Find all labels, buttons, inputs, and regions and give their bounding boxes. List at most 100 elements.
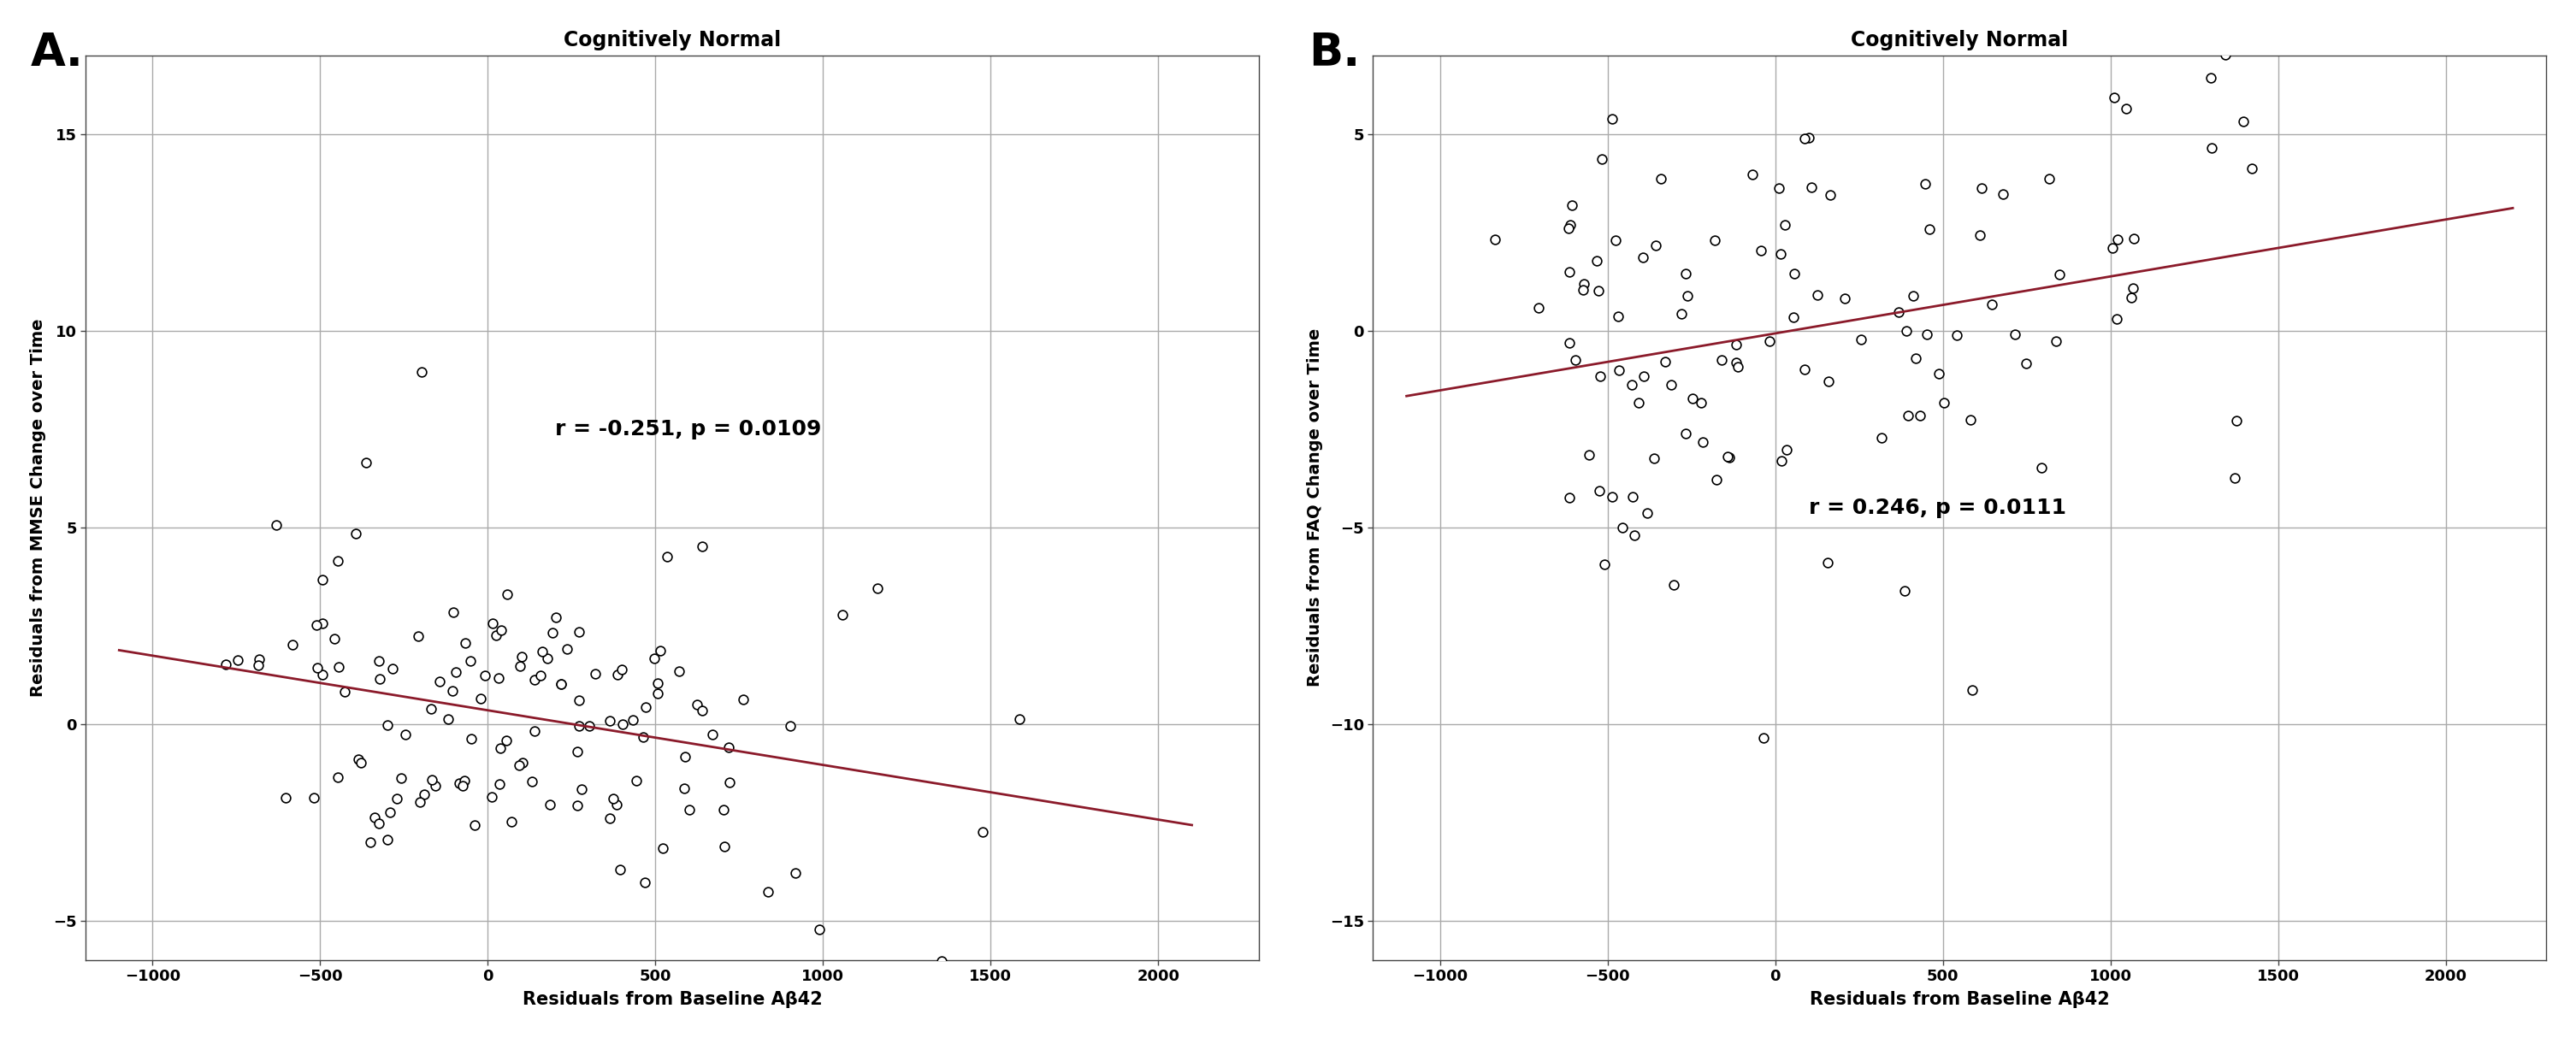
Point — [600, 862, 641, 878]
Point — [1788, 129, 1829, 145]
Point — [647, 548, 688, 565]
Point — [1592, 110, 1633, 127]
Point — [2110, 290, 2151, 306]
Point — [1785, 361, 1826, 378]
Point — [1909, 221, 1950, 238]
Point — [1553, 352, 1595, 368]
Point — [1618, 394, 1659, 411]
Point — [574, 665, 616, 682]
Point — [1950, 682, 1991, 699]
Point — [2215, 469, 2257, 486]
Point — [265, 789, 307, 805]
Point — [659, 663, 701, 680]
Point — [665, 748, 706, 765]
Point — [471, 616, 513, 632]
Point — [1641, 170, 1682, 187]
Point — [1878, 304, 1919, 321]
Point — [325, 683, 366, 700]
Point — [1602, 519, 1643, 536]
Point — [255, 516, 296, 532]
Point — [592, 790, 634, 807]
Point — [1597, 308, 1638, 325]
Point — [1680, 394, 1721, 411]
Point — [1775, 0, 1816, 13]
Point — [340, 755, 381, 771]
Point — [1595, 233, 1636, 249]
Point — [677, 695, 719, 712]
Point — [2004, 355, 2045, 372]
Point — [1551, 217, 1592, 234]
Point — [546, 641, 587, 658]
Point — [366, 717, 407, 734]
Point — [240, 651, 281, 667]
Text: r = -0.251, p = 0.0109: r = -0.251, p = 0.0109 — [554, 418, 822, 439]
Point — [1613, 527, 1654, 544]
Point — [402, 363, 443, 380]
Point — [999, 711, 1041, 728]
Point — [1767, 441, 1808, 458]
Point — [536, 609, 577, 626]
Point — [482, 622, 523, 638]
Point — [1664, 266, 1705, 282]
Point — [317, 658, 358, 675]
Point — [747, 883, 788, 900]
Point — [1904, 175, 1945, 192]
Point — [412, 771, 453, 788]
Point — [613, 712, 654, 729]
Point — [430, 683, 471, 700]
Point — [1579, 483, 1620, 499]
Point — [528, 650, 569, 666]
Point — [2027, 170, 2069, 187]
Point — [623, 874, 665, 891]
Point — [1584, 556, 1625, 573]
Point — [1582, 151, 1623, 167]
Point — [683, 538, 724, 554]
Point — [1808, 373, 1850, 389]
Point — [1667, 288, 1708, 304]
Point — [1919, 365, 1960, 382]
Point — [1651, 377, 1692, 393]
Point — [623, 729, 665, 745]
Point — [1597, 361, 1638, 378]
Point — [345, 455, 386, 471]
Point — [2112, 280, 2154, 297]
Point — [2097, 231, 2138, 248]
Point — [368, 803, 410, 820]
Title: Cognitively Normal: Cognitively Normal — [1852, 30, 2069, 50]
Point — [479, 775, 520, 792]
Point — [358, 653, 399, 670]
Point — [404, 786, 446, 802]
Point — [1775, 266, 1816, 282]
Point — [1548, 335, 1589, 352]
Point — [1610, 376, 1651, 392]
Point — [541, 676, 582, 692]
Point — [314, 630, 355, 647]
Point — [634, 651, 675, 667]
Point — [415, 777, 456, 794]
Point — [428, 711, 469, 728]
Point — [2215, 412, 2257, 429]
Point — [1577, 282, 1618, 299]
Point — [523, 643, 564, 659]
Point — [474, 627, 515, 644]
Point — [500, 649, 541, 665]
Point — [1623, 368, 1664, 385]
Point — [1886, 322, 1927, 338]
Point — [513, 773, 554, 790]
Point — [461, 690, 502, 707]
Point — [636, 685, 677, 702]
Point — [366, 831, 407, 848]
Point — [410, 701, 451, 717]
Point — [1625, 506, 1667, 522]
Point — [1824, 291, 1865, 307]
Point — [479, 739, 520, 756]
Y-axis label: Residuals from FAQ Change over Time: Residuals from FAQ Change over Time — [1306, 328, 1321, 687]
Point — [600, 661, 641, 678]
Point — [1950, 411, 1991, 428]
Point — [1896, 350, 1937, 366]
Point — [1960, 180, 2002, 196]
Point — [2094, 89, 2136, 106]
Point — [1548, 220, 1589, 237]
Point — [358, 815, 399, 831]
Text: r = 0.246, p = 0.0111: r = 0.246, p = 0.0111 — [1808, 497, 2066, 518]
